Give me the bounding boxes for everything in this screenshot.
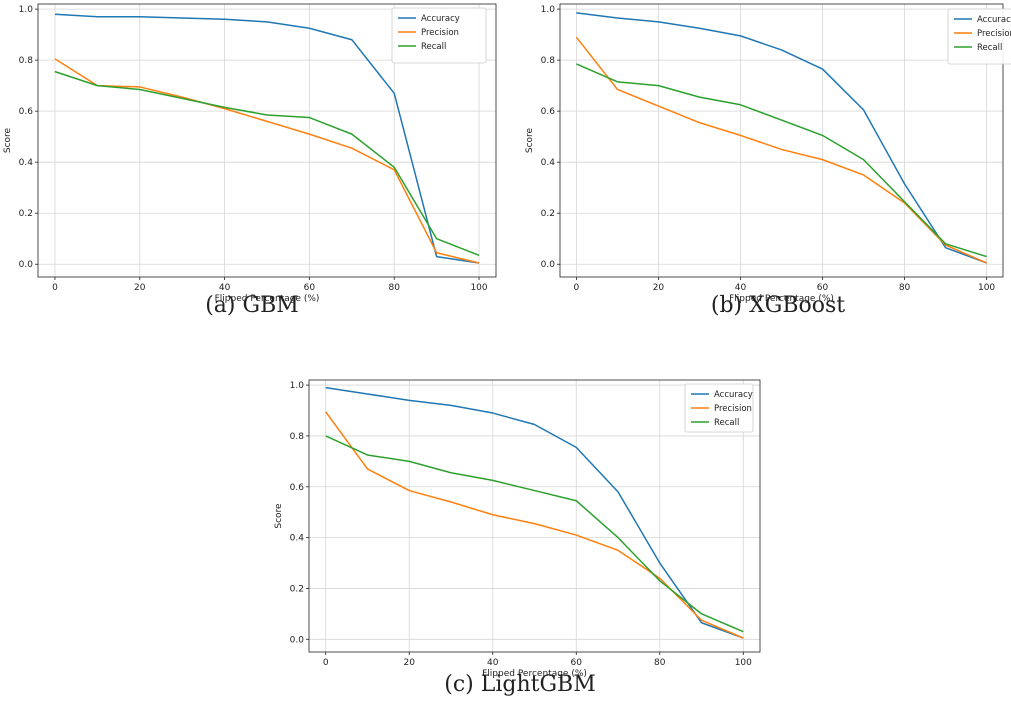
y-axis-label: Score [274,503,284,529]
y-tick-label: 0.2 [19,209,33,219]
x-tick-label: 0 [323,658,329,668]
series-line-precision [325,411,744,639]
x-tick-label: 0 [574,283,580,293]
series-line-accuracy [54,13,480,264]
x-tick-label: 80 [654,658,666,668]
x-tick-label: 20 [134,283,146,293]
legend-label-recall: Recall [977,43,1002,53]
chart-gbm: 0 20 40 60 80 100 0.0 0.2 0.4 0.6 0.8 1.0 Flipped Pe… [0,0,505,304]
x-tick-label: 100 [978,283,995,293]
x-tick-label: 80 [899,283,911,293]
y-tick-label: 0.4 [290,534,305,544]
plot-frame [559,3,1004,278]
y-tick-label: 0.6 [19,107,34,117]
x-tick-label: 100 [735,658,752,668]
x-tick-label: 20 [403,658,415,668]
y-tick-label: 0.0 [541,260,556,270]
series-line-recall [576,63,987,258]
x-tick-label: 100 [470,283,487,293]
legend-label-accuracy: Accuracy [714,390,753,400]
chart-xgboost: 0 20 40 60 80 100 0.0 0.2 0.4 0.6 0.8 1.0 Flipped Pe… [520,0,1011,304]
y-tick-label: 0.6 [290,483,305,493]
y-tick-label: 0.0 [290,635,305,645]
x-tick-label: 80 [388,283,400,293]
legend-label-accuracy: Accuracy [977,15,1011,25]
y-axis-label: Score [525,127,535,153]
legend-box [391,7,487,64]
legend-label-precision: Precision [977,29,1011,39]
series-line-accuracy [576,12,987,264]
x-tick-label: 40 [735,283,747,293]
legend-label-precision: Precision [421,28,459,38]
y-tick-label: 1.0 [541,5,556,15]
y-tick-label: 1.0 [19,5,34,15]
y-tick-label: 0.8 [290,432,305,442]
series-line-accuracy [325,386,744,639]
legend-label-accuracy: Accuracy [421,14,460,24]
caption-gbm: (a) GBM [205,293,299,318]
y-tick-label: 0.2 [290,584,304,594]
legend-box [684,383,754,433]
x-tick-label: 60 [304,283,316,293]
chart-lightgbm: 0 20 40 60 80 100 0.0 0.2 0.4 0.6 0.8 1.0 Flipped Pe… [270,372,770,679]
y-tick-label: 0.0 [19,260,34,270]
legend-label-precision: Precision [714,404,752,414]
y-axis-label: Score [3,127,13,153]
x-tick-label: 40 [487,658,499,668]
y-tick-label: 0.8 [19,56,34,66]
x-tick-label: 60 [571,658,583,668]
y-tick-label: 0.8 [541,56,556,66]
plot-frame [308,379,761,653]
y-tick-label: 0.2 [541,209,555,219]
series-line-recall [325,435,744,633]
y-tick-label: 0.6 [541,107,556,117]
x-tick-label: 60 [817,283,829,293]
series-line-recall [54,70,480,257]
legend-label-recall: Recall [714,418,739,428]
x-axis-label: Flipped Percentage (%) [482,669,587,679]
series-line-precision [54,58,480,264]
y-tick-label: 0.4 [19,158,34,168]
chart-xgboost-svg: 0 20 40 60 80 100 0.0 0.2 0.4 0.6 0.8 1.0 Flipped Pe… [525,3,1011,304]
y-tick-label: 1.0 [290,381,305,391]
legend-label-recall: Recall [421,42,446,52]
x-axis-label: Flipped Percentage (%) [729,294,834,304]
x-tick-label: 20 [653,283,665,293]
x-axis-label: Flipped Percentage (%) [215,294,320,304]
chart-gbm-svg: 0 20 40 60 80 100 0.0 0.2 0.4 0.6 0.8 1.0 Flipped Pe… [3,3,497,304]
caption-xgboost: (b) XGBoost [710,293,846,318]
chart-lightgbm-svg: 0 20 40 60 80 100 0.0 0.2 0.4 0.6 0.8 1.0 Flipped Pe… [274,379,761,679]
legend-box [947,8,1011,65]
x-tick-label: 40 [219,283,231,293]
caption-lightgbm: (c) LightGBM [444,672,596,697]
plot-frame [37,3,497,278]
series-line-precision [575,36,987,264]
y-tick-label: 0.4 [541,158,556,168]
x-tick-label: 0 [52,283,58,293]
